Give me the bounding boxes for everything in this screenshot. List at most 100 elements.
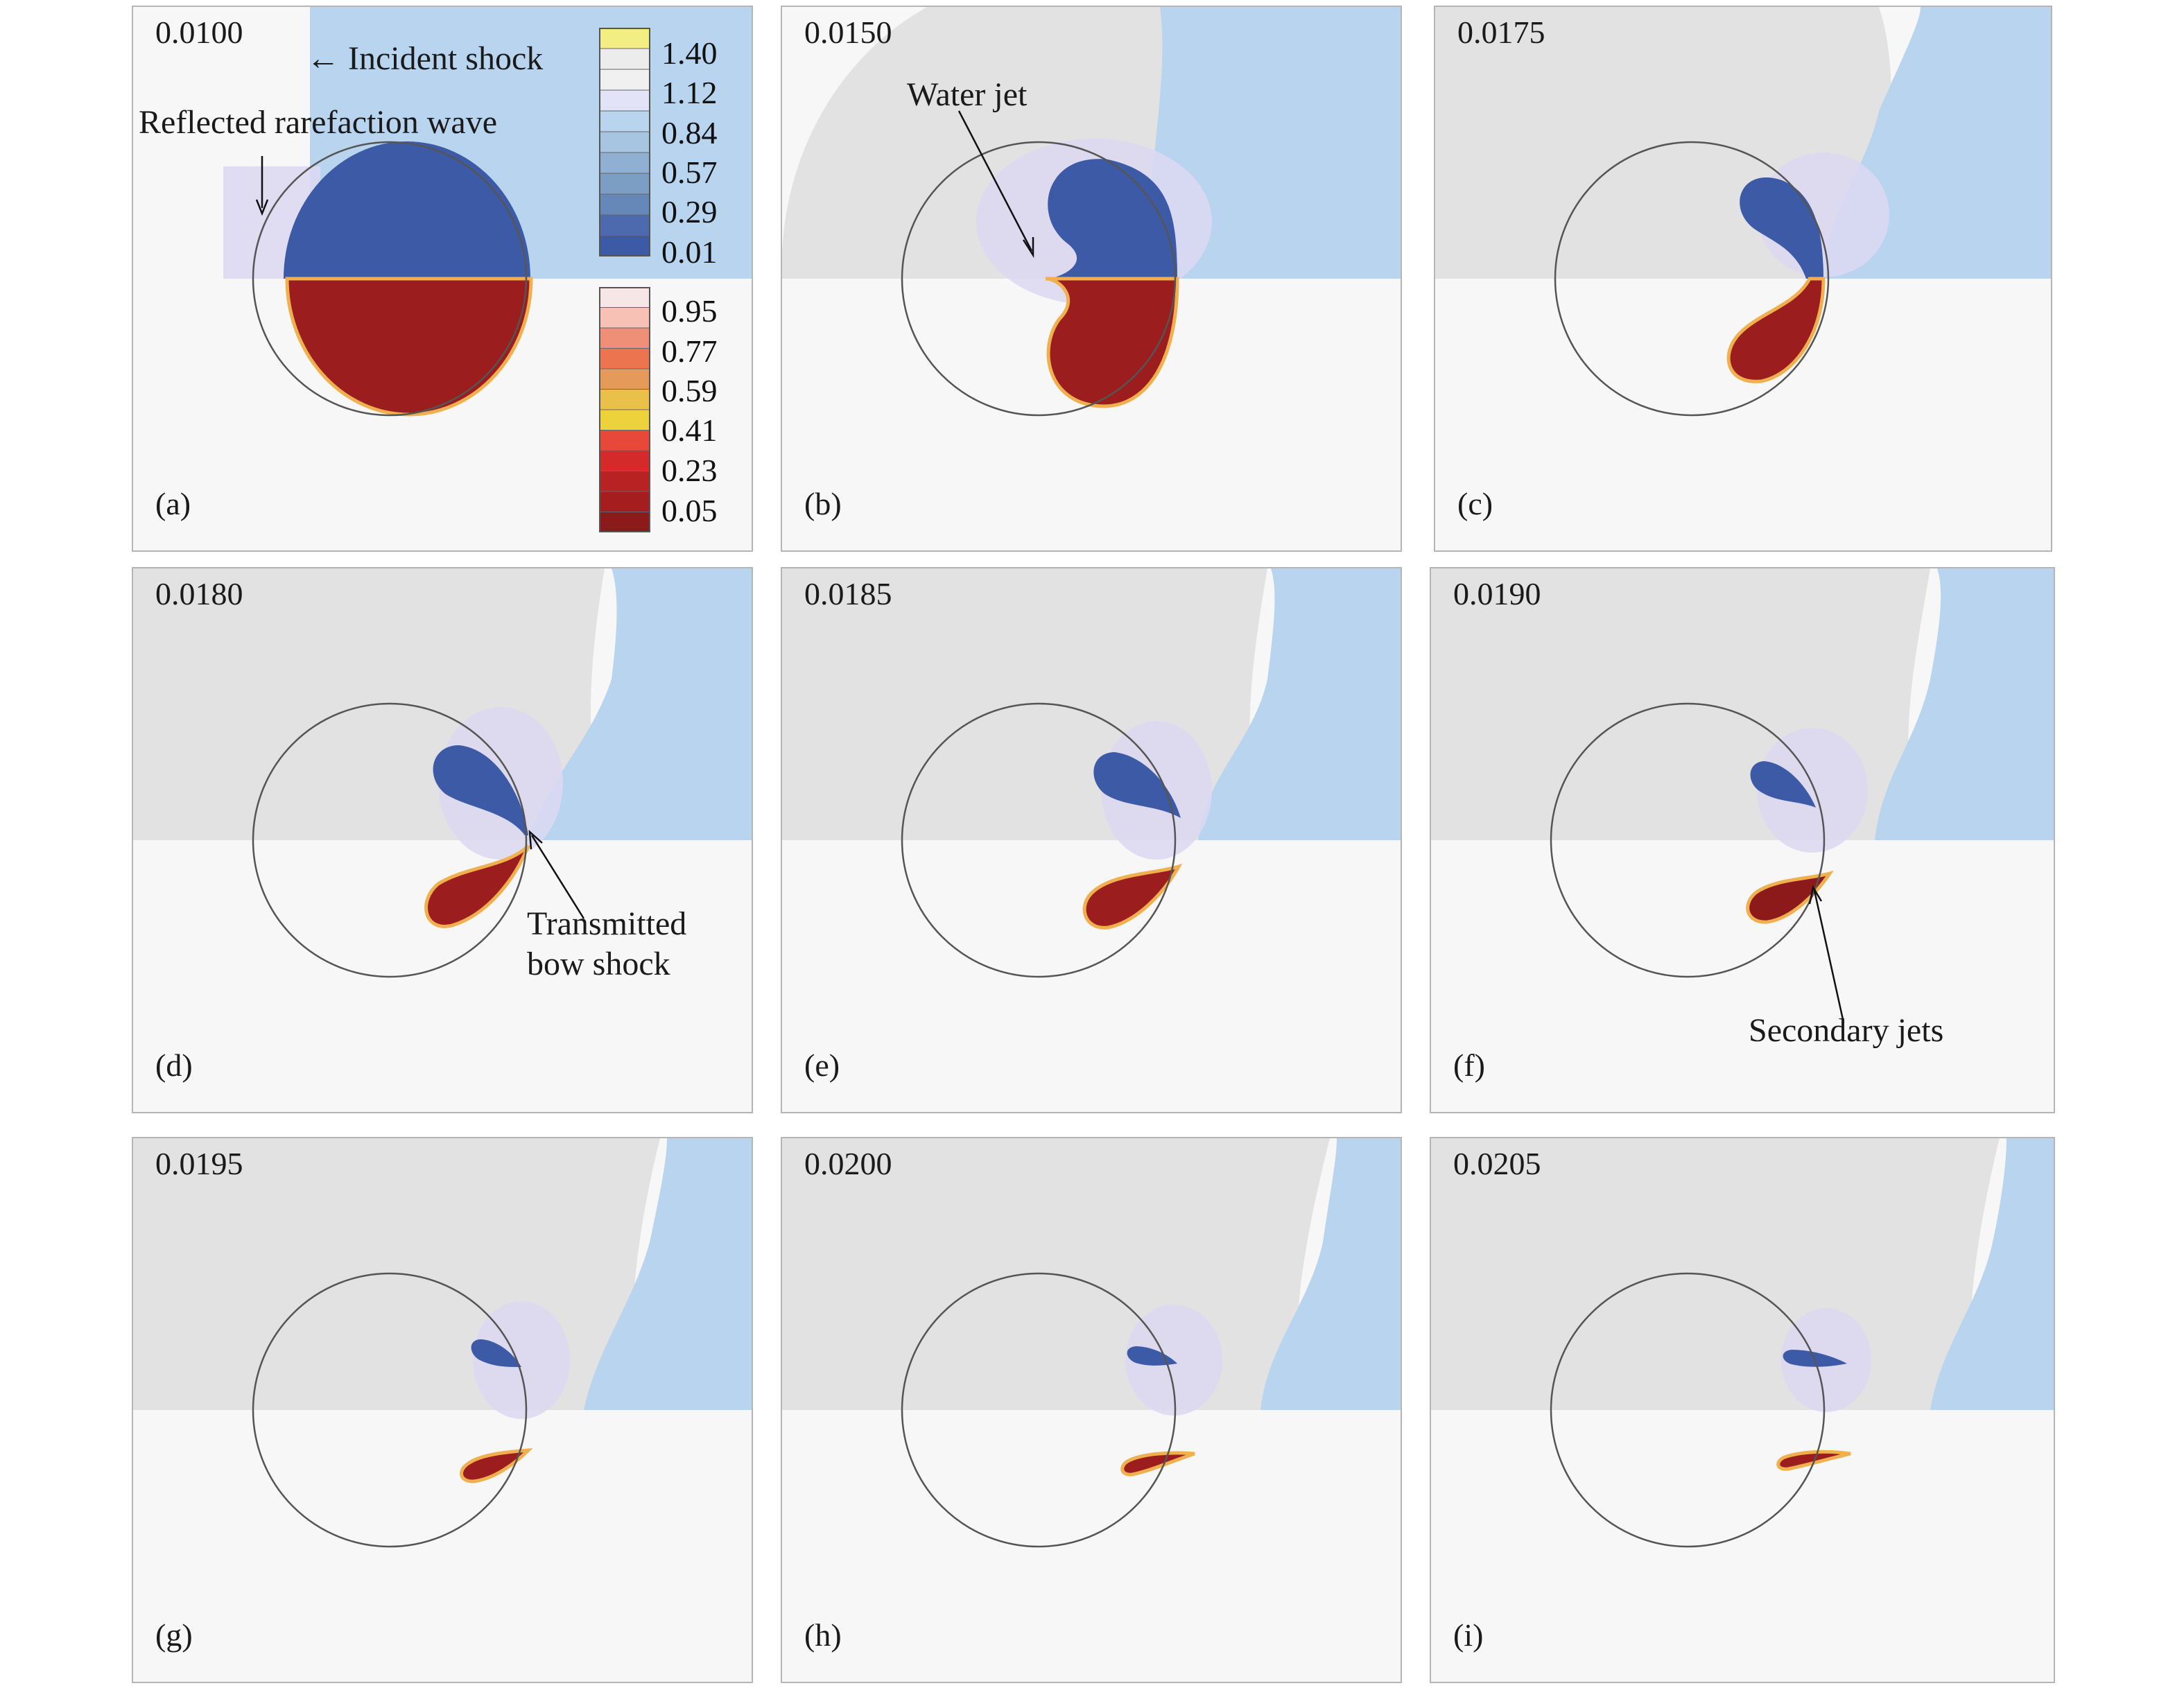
initial-droplet-outline xyxy=(252,702,528,978)
secondary-jets-label: Secondary jets xyxy=(1749,1012,1944,1049)
panel-h-field xyxy=(782,1138,1401,1548)
panel-i-field xyxy=(1431,1138,2054,1548)
pressure-colorbar-swatches xyxy=(599,28,650,256)
water-jet-lower xyxy=(1120,1451,1195,1477)
water-jet-lower xyxy=(1726,277,1826,383)
pressure-colorbar-swatch-2 xyxy=(599,69,650,91)
panel-a: 0.0100 (a) ← Incident shock Reflected ra… xyxy=(132,6,753,552)
halo-region xyxy=(1757,728,1868,853)
panel-c-field xyxy=(1435,7,2051,417)
density-colorbar-swatch-1 xyxy=(599,307,650,329)
rarefaction-arrow-head xyxy=(255,199,269,216)
density-colorbar-swatch-8 xyxy=(599,451,650,471)
reflected-rarefaction-label: Reflected rarefaction wave xyxy=(139,104,498,141)
pressure-colorbar-swatch-10 xyxy=(599,236,650,256)
water-jet-arrow xyxy=(957,110,1033,252)
panel-e-field xyxy=(782,568,1401,978)
incident-shock-label: ← Incident shock xyxy=(306,40,544,77)
density-colorbar-swatch-6 xyxy=(599,410,650,430)
water-jet-upper xyxy=(433,745,528,835)
post-shock-region xyxy=(1875,568,2054,840)
panel-h: 0.0200 (h) xyxy=(781,1137,1402,1683)
panel-letter-g: (g) xyxy=(155,1617,193,1653)
secondary-jets-arrow xyxy=(1813,890,1845,1023)
panel-letter-i: (i) xyxy=(1453,1617,1484,1653)
post-shock-region xyxy=(1148,7,1401,279)
density-colorbar xyxy=(599,287,650,532)
pressure-tick-5: 0.01 xyxy=(661,234,718,270)
water-jet-upper xyxy=(1783,1350,1847,1367)
panel-letter-d: (d) xyxy=(155,1047,193,1083)
water-jet-arrow-head xyxy=(1022,237,1034,259)
panel-letter-f: (f) xyxy=(1453,1047,1485,1083)
halo-region xyxy=(1125,1305,1222,1416)
time-label-f: 0.0190 xyxy=(1453,576,1541,611)
density-colorbar-swatch-11 xyxy=(599,512,650,532)
water-jet-lower xyxy=(460,1447,533,1483)
time-label-c: 0.0175 xyxy=(1457,15,1545,50)
initial-droplet-outline xyxy=(252,141,528,417)
pressure-tick-3: 0.57 xyxy=(661,155,718,190)
post-shock-region xyxy=(1930,1138,2054,1410)
panel-letter-b: (b) xyxy=(804,486,842,521)
water-jet-upper xyxy=(1093,752,1181,818)
pressure-colorbar-swatch-7 xyxy=(599,173,650,195)
pressure-colorbar-swatch-1 xyxy=(599,49,650,70)
pressure-colorbar xyxy=(599,28,650,256)
water-jet-upper xyxy=(1046,159,1177,279)
panel-letter-a: (a) xyxy=(155,486,191,521)
bow-shock-arrow-head xyxy=(528,829,543,850)
initial-droplet-outline xyxy=(252,1272,528,1548)
panel-letter-h: (h) xyxy=(804,1617,842,1653)
water-jet-lower xyxy=(1045,277,1179,408)
density-tick-4: 0.23 xyxy=(661,453,718,488)
post-shock-region xyxy=(528,568,752,840)
density-tick-1: 0.77 xyxy=(661,333,718,369)
time-label-d: 0.0180 xyxy=(155,576,243,611)
density-colorbar-swatch-2 xyxy=(599,328,650,349)
initial-droplet-outline xyxy=(1550,1272,1826,1548)
density-colorbar-swatch-0 xyxy=(599,287,650,308)
panel-d-field xyxy=(133,568,752,978)
pressure-colorbar-frame xyxy=(599,28,650,256)
time-label-a: 0.0100 xyxy=(155,15,243,50)
pressure-tick-4: 0.29 xyxy=(661,194,718,229)
water-jet-lower xyxy=(1082,863,1183,930)
pressure-colorbar-swatch-6 xyxy=(599,153,650,174)
density-colorbar-swatch-4 xyxy=(599,369,650,390)
density-tick-3: 0.41 xyxy=(661,412,718,448)
density-colorbar-swatch-9 xyxy=(599,471,650,492)
density-colorbar-swatches xyxy=(599,287,650,532)
panel-b: 0.0150 (b) Water jet xyxy=(781,6,1402,552)
water-jet-upper xyxy=(471,1339,521,1367)
initial-droplet-outline xyxy=(901,141,1177,417)
time-label-e: 0.0185 xyxy=(804,576,892,611)
time-label-g: 0.0195 xyxy=(155,1146,243,1181)
panel-g: 0.0195 (g) xyxy=(132,1137,753,1683)
density-colorbar-swatch-5 xyxy=(599,389,650,410)
pressure-colorbar-swatch-3 xyxy=(599,90,650,112)
panel-d: 0.0180 (d) Transmitted bow shock xyxy=(132,567,753,1113)
time-label-b: 0.0150 xyxy=(804,15,892,50)
density-colorbar-swatch-10 xyxy=(599,491,650,512)
initial-droplet-outline xyxy=(901,1272,1177,1548)
time-label-i: 0.0205 xyxy=(1453,1146,1541,1181)
initial-droplet-outline xyxy=(901,702,1177,978)
water-jet-lower xyxy=(1746,870,1834,924)
post-shock-region xyxy=(584,1138,752,1410)
pressure-colorbar-swatch-9 xyxy=(599,215,650,236)
panel-e: 0.0185 (e) xyxy=(781,567,1402,1113)
pressure-tick-0: 1.40 xyxy=(661,35,718,71)
panel-letter-c: (c) xyxy=(1457,486,1493,521)
pressure-tick-2: 0.84 xyxy=(661,115,718,150)
panel-c: 0.0175 (c) xyxy=(1434,6,2052,552)
panel-f: 0.0190 (f) Secondary jets xyxy=(1430,567,2055,1113)
secondary-jets-arrow-head xyxy=(1808,885,1823,905)
panel-letter-e: (e) xyxy=(804,1047,840,1083)
initial-droplet-outline xyxy=(1550,702,1826,978)
water-jet-upper xyxy=(1127,1346,1177,1366)
panel-g-field xyxy=(133,1138,752,1548)
density-colorbar-swatch-7 xyxy=(599,430,650,451)
density-tick-5: 0.05 xyxy=(661,493,718,528)
transmitted-label-line2: bow shock xyxy=(527,946,670,982)
